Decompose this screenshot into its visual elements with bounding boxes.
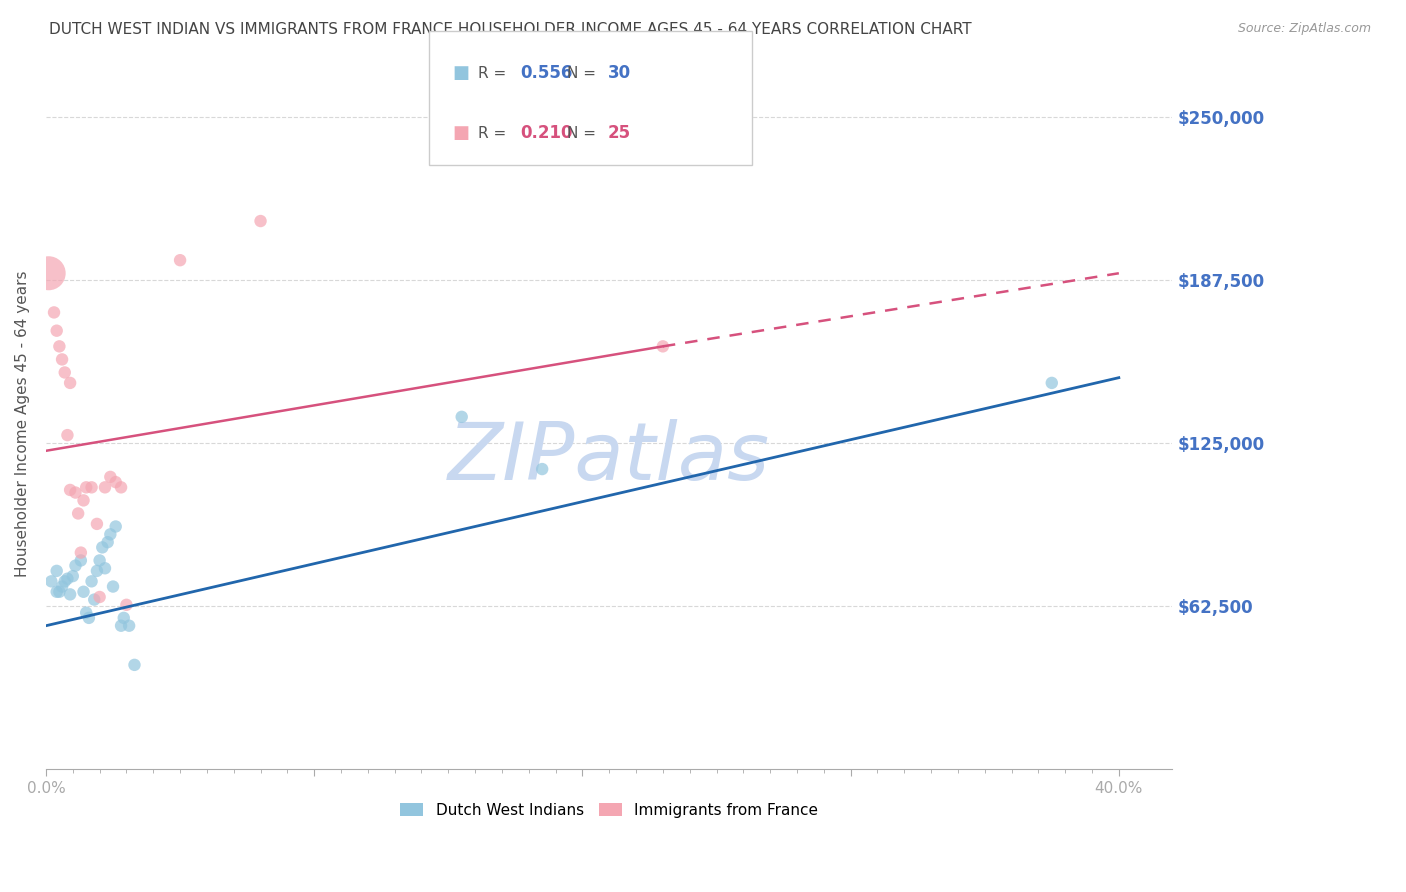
Point	[51, 352, 73, 367]
Point	[89, 590, 111, 604]
Point	[41, 574, 63, 589]
Point	[45, 564, 67, 578]
Point	[51, 580, 73, 594]
Legend: Dutch West Indians, Immigrants from France: Dutch West Indians, Immigrants from Fran…	[394, 797, 824, 824]
Text: 25: 25	[607, 124, 630, 142]
Point	[110, 480, 132, 494]
Point	[69, 546, 91, 560]
Point	[94, 561, 117, 575]
Point	[42, 305, 65, 319]
Text: Source: ZipAtlas.com: Source: ZipAtlas.com	[1237, 22, 1371, 36]
Point	[83, 592, 105, 607]
Text: 0.210: 0.210	[520, 124, 572, 142]
Point	[59, 483, 82, 497]
Point	[62, 569, 84, 583]
Point	[72, 493, 94, 508]
Point	[45, 324, 67, 338]
Text: N =: N =	[567, 66, 600, 80]
Point	[112, 611, 135, 625]
Point	[65, 558, 87, 573]
Point	[75, 606, 97, 620]
Point	[72, 584, 94, 599]
Point	[86, 564, 108, 578]
Point	[69, 553, 91, 567]
Point	[80, 574, 103, 589]
Text: N =: N =	[567, 126, 600, 141]
Point	[118, 618, 141, 632]
Point	[65, 485, 87, 500]
Point	[89, 553, 111, 567]
Point	[101, 580, 124, 594]
Point	[48, 339, 70, 353]
Point	[59, 587, 82, 601]
Point	[104, 519, 127, 533]
Point	[59, 376, 82, 390]
Point	[115, 598, 138, 612]
Text: DUTCH WEST INDIAN VS IMMIGRANTS FROM FRANCE HOUSEHOLDER INCOME AGES 45 - 64 YEAR: DUTCH WEST INDIAN VS IMMIGRANTS FROM FRA…	[49, 22, 972, 37]
Point	[86, 516, 108, 531]
Y-axis label: Householder Income Ages 45 - 64 years: Householder Income Ages 45 - 64 years	[15, 270, 30, 576]
Point	[77, 611, 100, 625]
Point	[98, 470, 121, 484]
Text: ZIPatlas: ZIPatlas	[449, 419, 770, 497]
Point	[38, 266, 60, 280]
Point	[104, 475, 127, 489]
Point	[1040, 376, 1063, 390]
Point	[48, 584, 70, 599]
Point	[53, 366, 76, 380]
Point	[124, 657, 146, 672]
Point	[53, 574, 76, 589]
Text: R =: R =	[478, 66, 512, 80]
Text: R =: R =	[478, 126, 512, 141]
Text: 30: 30	[607, 64, 630, 82]
Text: 0.556: 0.556	[520, 64, 572, 82]
Point	[169, 253, 191, 268]
Point	[110, 618, 132, 632]
Point	[91, 541, 114, 555]
Point	[56, 572, 79, 586]
Point	[651, 339, 673, 353]
Point	[97, 535, 120, 549]
Point	[249, 214, 271, 228]
Point	[67, 507, 90, 521]
Point	[94, 480, 117, 494]
Point	[56, 428, 79, 442]
Point	[98, 527, 121, 541]
Point	[45, 584, 67, 599]
Point	[450, 409, 472, 424]
Text: ■: ■	[453, 64, 470, 82]
Text: ■: ■	[453, 124, 470, 142]
Point	[531, 462, 554, 476]
Point	[80, 480, 103, 494]
Point	[75, 480, 97, 494]
